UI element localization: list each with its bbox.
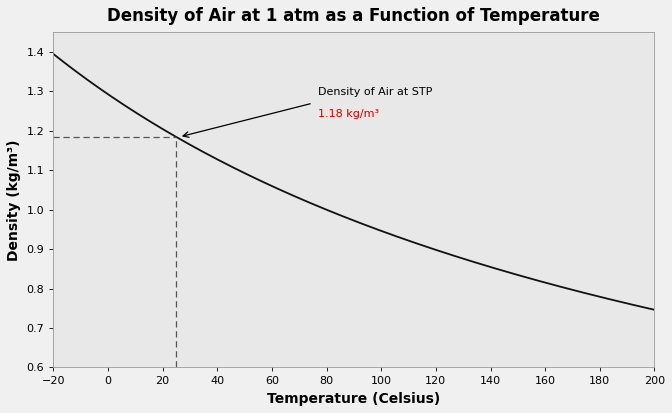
Text: Density of Air at STP: Density of Air at STP [319,87,433,97]
Y-axis label: Density (kg/m³): Density (kg/m³) [7,139,21,261]
X-axis label: Temperature (Celsius): Temperature (Celsius) [267,392,441,406]
Title: Density of Air at 1 atm as a Function of Temperature: Density of Air at 1 atm as a Function of… [108,7,600,25]
Text: 1.18 kg/m³: 1.18 kg/m³ [319,109,380,119]
